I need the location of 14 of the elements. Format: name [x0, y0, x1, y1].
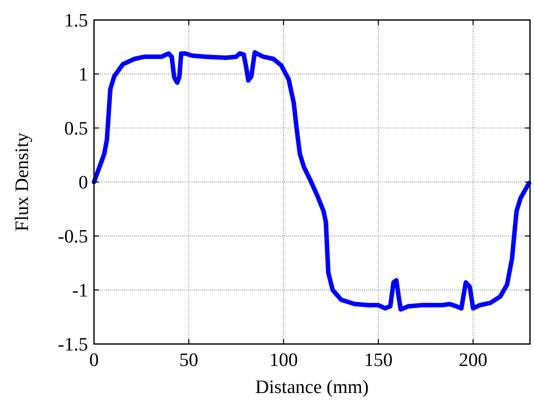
x-tick-label: 150 — [364, 350, 393, 371]
y-tick-label: 1.5 — [64, 10, 88, 32]
x-tick-label: 100 — [269, 350, 298, 371]
y-axis-title: Flux Density — [12, 132, 33, 232]
y-tick-label: -0.5 — [58, 226, 88, 248]
x-axis-title: Distance (mm) — [255, 377, 369, 398]
y-tick-label: 0 — [78, 172, 88, 194]
x-tick-label: 200 — [458, 350, 488, 371]
y-tick-label: -1 — [72, 280, 88, 302]
y-tick-label: -1.5 — [58, 334, 88, 356]
x-tick-label: 50 — [179, 350, 198, 371]
y-tick-label: 1 — [78, 64, 88, 86]
line-series — [92, 50, 532, 312]
y-tick-label: 0.5 — [64, 118, 88, 140]
